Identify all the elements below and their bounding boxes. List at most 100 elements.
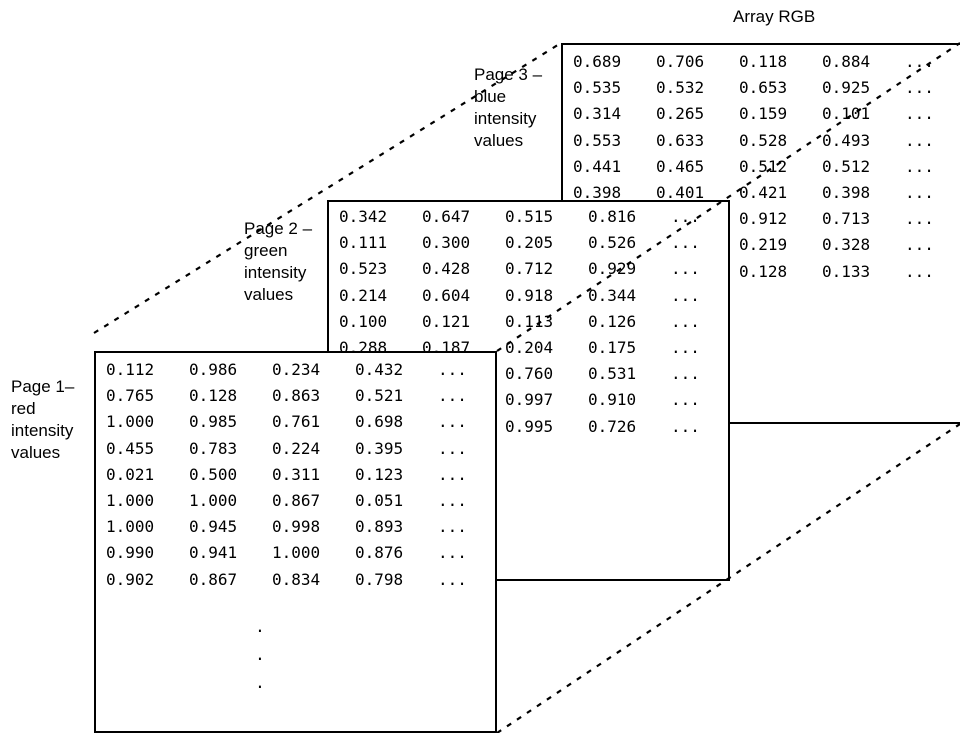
matrix-cell: 0.912 [739,209,788,229]
matrix-cell: 0.998 [272,517,321,537]
matrix-row: 1.000 0.945 0.998 0.893... [106,514,478,540]
matrix-cell: 0.398 [822,182,871,202]
matrix-cell: 0.712 [505,259,554,279]
matrix-cell: ... [438,412,467,432]
matrix-cell: 0.798 [355,569,404,589]
matrix-cell: 0.867 [189,569,238,589]
matrix-cell: ... [438,543,467,563]
page-2-label-line: values [244,285,294,304]
page-2-label-line: green [244,241,288,260]
matrix-row: 1.000 1.000 0.867 0.051... [106,488,478,514]
matrix-cell: ... [438,464,467,484]
matrix-cell: 0.553 [573,130,622,150]
matrix-cell: 0.021 [106,464,155,484]
matrix-cell: 0.051 [355,490,404,510]
matrix-cell: 0.925 [822,78,871,98]
vertical-ellipsis-dot: . [255,617,265,636]
matrix-row: 0.995 0.726... [339,414,711,440]
matrix-cell: ... [671,259,700,279]
matrix-row: 0.398 0.401 0.421 0.398... [573,180,945,206]
matrix-cell: ... [905,104,934,124]
matrix-cell: 0.113 [505,311,554,331]
matrix-row: 0.689 0.706 0.118 0.884... [573,49,945,75]
matrix-row: 0.021 0.500 0.311 0.123... [106,462,478,488]
matrix-cell: 1.000 [106,517,155,537]
matrix-row: 0.214 0.604 0.918 0.344... [339,283,711,309]
vertical-ellipsis: . . . [250,613,270,697]
matrix-cell: 0.159 [739,104,788,124]
page-3-label-line: Page 3 – [474,65,543,84]
page-1-label-line: intensity [11,421,74,440]
matrix-cell: 0.834 [272,569,321,589]
page-1-label-line: red [11,399,36,418]
matrix-cell: 0.234 [272,360,321,379]
matrix-cell: 0.706 [656,52,705,71]
matrix-cell: 0.421 [739,182,788,202]
matrix-cell: 0.893 [355,517,404,537]
matrix-row: 0.760 0.531... [339,361,711,387]
matrix-cell: 1.000 [189,490,238,510]
matrix-cell: ... [905,209,934,229]
matrix-cell: 0.783 [189,438,238,458]
matrix-row: 0.765 0.128 0.863 0.521... [106,383,478,409]
matrix-row: 0.314 0.265 0.159 0.101... [573,101,945,127]
matrix-cell: 0.500 [189,464,238,484]
matrix-cell: ... [438,569,467,589]
matrix-cell: ... [438,490,467,510]
matrix-cell: ... [671,390,700,410]
matrix-cell: 0.761 [272,412,321,432]
matrix-cell: 0.133 [822,261,871,281]
matrix-cell: 0.884 [822,52,871,71]
array-title-text: Array RGB [733,7,816,26]
page-3-grid: 0.689 0.706 0.118 0.884... 0.535 0.532 0.653 0.… [573,49,945,285]
page-1-label: Page 1– red intensity values [11,376,74,464]
matrix-cell: 0.532 [656,78,705,98]
matrix-cell: ... [671,311,700,331]
matrix-cell: 0.100 [339,311,388,331]
matrix-row: 0.553 0.633 0.528 0.493... [573,128,945,154]
page-2-label-line: intensity [244,263,307,282]
matrix-cell: 0.713 [822,209,871,229]
matrix-cell: 0.265 [656,104,705,124]
matrix-cell: 0.398 [573,182,622,202]
matrix-cell: 0.344 [588,285,637,305]
matrix-cell: 0.493 [822,130,871,150]
matrix-cell: 0.441 [573,156,622,176]
matrix-row: 0.441 0.465 0.512 0.512... [573,154,945,180]
dashed-line-top-left [93,42,562,334]
matrix-cell: ... [671,337,700,357]
matrix-cell: 0.523 [339,259,388,279]
matrix-cell: 0.300 [422,233,471,253]
matrix-cell: 0.314 [573,104,622,124]
matrix-cell: 0.876 [355,543,404,563]
matrix-row: 0.111 0.300 0.205 0.526... [339,230,711,256]
matrix-cell: 0.521 [355,386,404,406]
matrix-cell: 0.224 [272,438,321,458]
matrix-cell: ... [438,438,467,458]
matrix-row: 0.990 0.941 1.000 0.876... [106,540,478,566]
matrix-cell: 0.342 [339,207,388,226]
matrix-cell: 0.118 [739,52,788,71]
matrix-cell: 0.902 [106,569,155,589]
matrix-cell: 0.328 [822,235,871,255]
matrix-cell: 0.653 [739,78,788,98]
matrix-cell: 0.918 [505,285,554,305]
matrix-cell: ... [905,182,934,202]
matrix-cell: 0.531 [588,364,637,384]
matrix-cell: ... [671,207,700,226]
matrix-cell: 0.995 [505,416,554,436]
page-1-label-line: values [11,443,61,462]
matrix-row: 0.219 0.328... [573,232,945,258]
matrix-cell: 0.214 [339,285,388,305]
matrix-cell: 0.633 [656,130,705,150]
matrix-cell: 0.647 [422,207,471,226]
matrix-cell: 0.535 [573,78,622,98]
matrix-row: 0.455 0.783 0.224 0.395... [106,436,478,462]
matrix-cell: 0.432 [355,360,404,379]
matrix-cell: 0.101 [822,104,871,124]
matrix-cell: 0.726 [588,416,637,436]
matrix-cell: 0.112 [106,360,155,379]
matrix-cell: 0.128 [189,386,238,406]
page-3-label-line: values [474,131,524,150]
